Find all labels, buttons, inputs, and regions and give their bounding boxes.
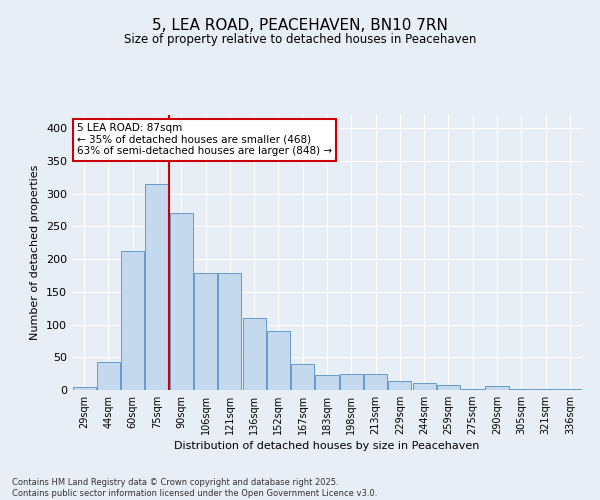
Text: Size of property relative to detached houses in Peacehaven: Size of property relative to detached ho…: [124, 32, 476, 46]
Text: 5 LEA ROAD: 87sqm
← 35% of detached houses are smaller (468)
63% of semi-detache: 5 LEA ROAD: 87sqm ← 35% of detached hous…: [77, 123, 332, 156]
Y-axis label: Number of detached properties: Number of detached properties: [31, 165, 40, 340]
Text: Contains HM Land Registry data © Crown copyright and database right 2025.
Contai: Contains HM Land Registry data © Crown c…: [12, 478, 377, 498]
Bar: [316, 375, 338, 390]
Bar: [170, 213, 193, 390]
Bar: [97, 362, 120, 390]
Bar: [510, 388, 533, 390]
Bar: [242, 318, 266, 390]
Bar: [267, 331, 290, 390]
Text: 5, LEA ROAD, PEACEHAVEN, BN10 7RN: 5, LEA ROAD, PEACEHAVEN, BN10 7RN: [152, 18, 448, 32]
Bar: [218, 274, 241, 390]
Bar: [73, 386, 95, 390]
Bar: [145, 184, 169, 390]
Bar: [437, 385, 460, 390]
Bar: [413, 384, 436, 390]
Bar: [461, 388, 484, 390]
Bar: [121, 251, 144, 390]
X-axis label: Distribution of detached houses by size in Peacehaven: Distribution of detached houses by size …: [175, 442, 479, 452]
Bar: [340, 374, 363, 390]
Bar: [485, 386, 509, 390]
Bar: [291, 364, 314, 390]
Bar: [388, 382, 412, 390]
Bar: [364, 374, 387, 390]
Bar: [194, 274, 217, 390]
